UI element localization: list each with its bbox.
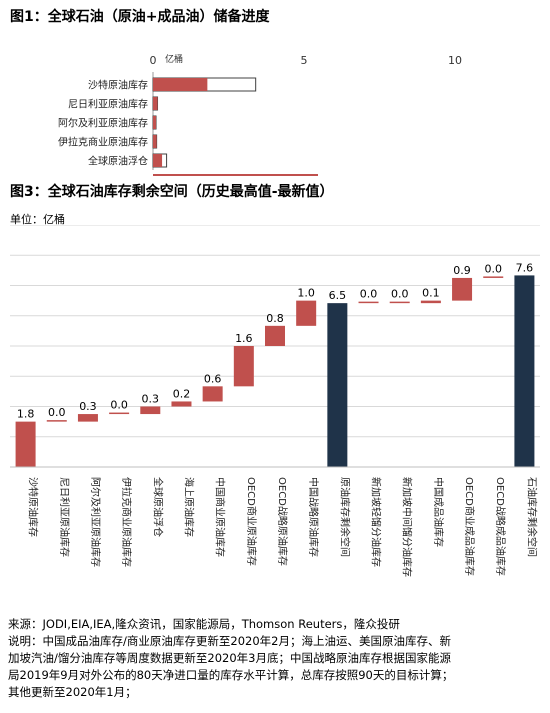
category-label: OECD商业原油库存 <box>245 477 258 566</box>
waterfall-bar <box>171 401 192 407</box>
category-label: OECD战略原油库存 <box>276 477 289 566</box>
category-label: 全球原油浮仓 <box>151 477 164 537</box>
waterfall-bar <box>233 346 254 387</box>
filled-bar <box>153 154 163 167</box>
filled-bar <box>153 78 208 91</box>
category-label: 伊拉克商业原油库存 <box>120 477 133 567</box>
category-label: 伊拉克商业原油库存 <box>58 136 148 149</box>
x-tick-label: 10 <box>448 54 462 67</box>
category-label: 中国成品油库存 <box>432 477 445 547</box>
waterfall-bar <box>358 301 379 304</box>
waterfall-bar <box>77 414 98 422</box>
waterfall-bar <box>327 303 348 467</box>
note-line: 加坡汽油/馏分油库存等周度数据更新至2020年3月底；中国战略原油库存根据国家能… <box>8 651 451 665</box>
category-label: 原油库存剩余空间 <box>338 477 351 557</box>
category-label: 新加坡中间馏分油库存 <box>401 477 414 577</box>
note-line: 说明：中国成品油库存/商业原油库存更新至2020年2月；海上油运、美国原油库存、… <box>8 634 451 648</box>
waterfall-bar <box>296 300 317 326</box>
chart2-unit-label: 单位：亿桶 <box>10 213 65 226</box>
data-label: 1.8 <box>17 408 35 421</box>
category-label: 新加坡轻馏分油库存 <box>370 477 383 567</box>
category-label: 沙特原油库存 <box>27 477 40 537</box>
waterfall-bar <box>389 301 410 304</box>
data-label: 0.0 <box>360 288 378 301</box>
waterfall-bar <box>140 406 161 415</box>
filled-bar <box>153 135 157 148</box>
category-label: 阿尔及利亚原油库存 <box>89 477 102 567</box>
note-line: 其他更新至2020年1月； <box>8 685 137 699</box>
storage-progress-chart: 05101520亿桶沙特原油库存尼日利亚原油库存阿尔及利亚原油库存伊拉克商业原油… <box>58 53 462 176</box>
waterfall-bar <box>202 386 223 402</box>
data-label: 0.0 <box>110 399 128 412</box>
data-label: 0.8 <box>266 312 284 325</box>
category-label: 中国商业原油库存 <box>214 477 227 557</box>
category-label: 中国战略原油库存 <box>307 477 320 557</box>
chart2-title: 图3：全球石油库存剩余空间（历史最高值-最新值） <box>10 184 334 200</box>
data-label: 0.6 <box>204 372 222 385</box>
data-label: 6.5 <box>329 289 347 302</box>
x-tick-label: 5 <box>301 54 308 67</box>
data-label: 0.0 <box>484 262 502 275</box>
category-label: OECD商业成品油库存 <box>463 477 476 576</box>
waterfall-bar <box>452 277 473 301</box>
chart1-title: 图1：全球石油（原油+成品油）储备进度 <box>10 9 270 25</box>
waterfall-bar <box>265 325 285 346</box>
waterfall-bar <box>15 421 36 467</box>
category-label: 石油库存剩余空间 <box>525 477 538 557</box>
category-label: OECD战略成品油库存 <box>494 477 507 576</box>
category-label: 沙特原油库存 <box>88 79 148 92</box>
category-label: 尼日利亚原油库存 <box>58 477 71 557</box>
data-label: 0.3 <box>79 400 97 413</box>
data-label: 0.1 <box>422 287 440 300</box>
category-label: 阿尔及利亚原油库存 <box>58 117 148 130</box>
waterfall-bar <box>514 275 535 467</box>
waterfall-bar <box>109 412 130 415</box>
waterfall-bar <box>420 300 441 304</box>
waterfall-bar <box>46 420 67 422</box>
x-tick-label: 0 <box>150 54 157 67</box>
filled-bar <box>153 97 158 110</box>
unit-label: 亿桶 <box>165 53 183 65</box>
note-line: 局2019年9月对外公布的80天净进口量的库存水平计算，总库存按照90天的目标计… <box>8 668 454 682</box>
waterfall-bar <box>483 276 504 278</box>
data-label: 1.0 <box>297 287 315 300</box>
data-label: 0.0 <box>48 406 66 419</box>
data-label: 1.6 <box>235 332 253 345</box>
data-label: 0.3 <box>142 393 160 406</box>
data-label: 0.9 <box>453 264 471 277</box>
category-label: 海上原油库存 <box>182 477 195 537</box>
remaining-space-waterfall-chart: 1.8 沙特原油库存 0.0 尼日利亚原油库存 0.3 阿尔及利亚原油库存 0.0 伊拉克商业… <box>10 225 540 577</box>
data-label: 0.0 <box>391 288 409 301</box>
data-label: 0.2 <box>173 387 191 400</box>
category-label: 尼日利亚原油库存 <box>68 98 148 111</box>
note-line: 来源：JODI,EIA,IEA,隆众资讯，国家能源局，Thomson Reute… <box>8 617 400 631</box>
data-label: 7.6 <box>516 261 534 274</box>
category-label: 全球原油浮仓 <box>88 155 148 168</box>
filled-bar <box>153 116 157 129</box>
source-notes: 来源：JODI,EIA,IEA,隆众资讯，国家能源局，Thomson Reute… <box>8 616 544 701</box>
